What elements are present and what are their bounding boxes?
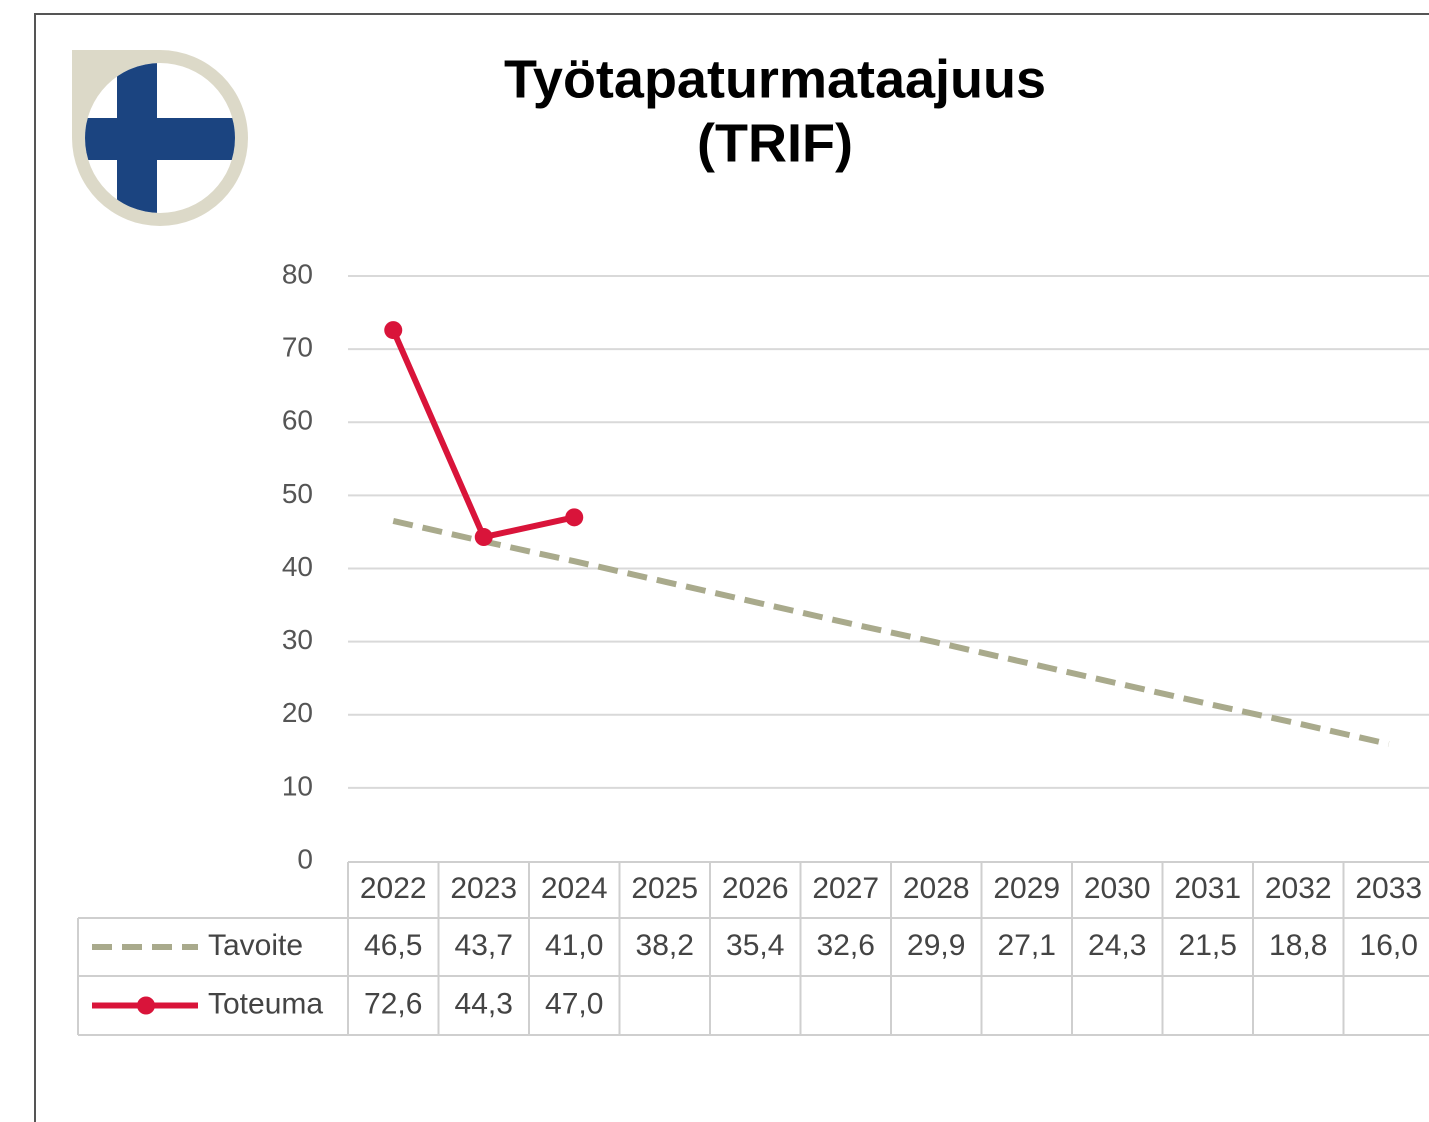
x-tick-label: 2033 — [1355, 872, 1422, 905]
y-tick-label: 40 — [282, 551, 313, 582]
y-tick-label: 30 — [282, 624, 313, 655]
x-tick-label: 2026 — [722, 872, 789, 905]
legend-marker — [137, 996, 155, 1015]
data-label: 27,1 — [998, 929, 1056, 962]
data-label: 38,2 — [636, 929, 694, 962]
data-label: 41,0 — [545, 929, 603, 962]
flag-icon — [72, 50, 248, 226]
y-tick-label: 80 — [282, 258, 313, 289]
chart-title: (TRIF) — [697, 113, 853, 173]
data-label: 44,3 — [455, 987, 513, 1020]
x-tick-label: 2031 — [1174, 872, 1241, 905]
data-label: 29,9 — [907, 929, 965, 962]
x-tick-label: 2022 — [360, 872, 427, 905]
frame — [34, 13, 1429, 1122]
y-tick-label: 0 — [297, 843, 313, 874]
x-tick-label: 2023 — [450, 872, 517, 905]
y-tick-label: 20 — [282, 697, 313, 728]
x-tick-label: 2028 — [903, 872, 970, 905]
series-line — [390, 328, 575, 541]
data-label: 72,6 — [364, 987, 422, 1020]
data-label: 24,3 — [1088, 929, 1146, 962]
data-label: 43,7 — [455, 929, 513, 962]
chart-title: Työtapaturmataajuus — [504, 49, 1046, 109]
legend-label: Tavoite — [208, 929, 303, 962]
marker — [474, 528, 493, 547]
x-tick-label: 2030 — [1084, 872, 1151, 905]
marker — [384, 321, 403, 340]
y-tick-label: 60 — [282, 405, 313, 436]
data-label: 35,4 — [726, 929, 784, 962]
y-tick-label: 50 — [282, 478, 313, 509]
data-label: 46,5 — [364, 929, 422, 962]
data-label: 47,0 — [545, 987, 603, 1020]
data-label: 32,6 — [817, 929, 875, 962]
y-tick-label: 70 — [282, 332, 313, 363]
legend-label: Toteuma — [208, 987, 323, 1020]
x-tick-label: 2024 — [541, 872, 608, 905]
x-tick-label: 2032 — [1265, 872, 1332, 905]
x-tick-label: 2029 — [993, 872, 1060, 905]
y-tick-label: 10 — [282, 770, 313, 801]
data-label: 16,0 — [1360, 929, 1418, 962]
x-tick-label: 2027 — [812, 872, 879, 905]
data-label: 18,8 — [1269, 929, 1327, 962]
x-tick-label: 2025 — [631, 872, 698, 905]
data-label: 21,5 — [1179, 929, 1237, 962]
series-line — [392, 518, 1390, 747]
marker — [565, 508, 584, 527]
